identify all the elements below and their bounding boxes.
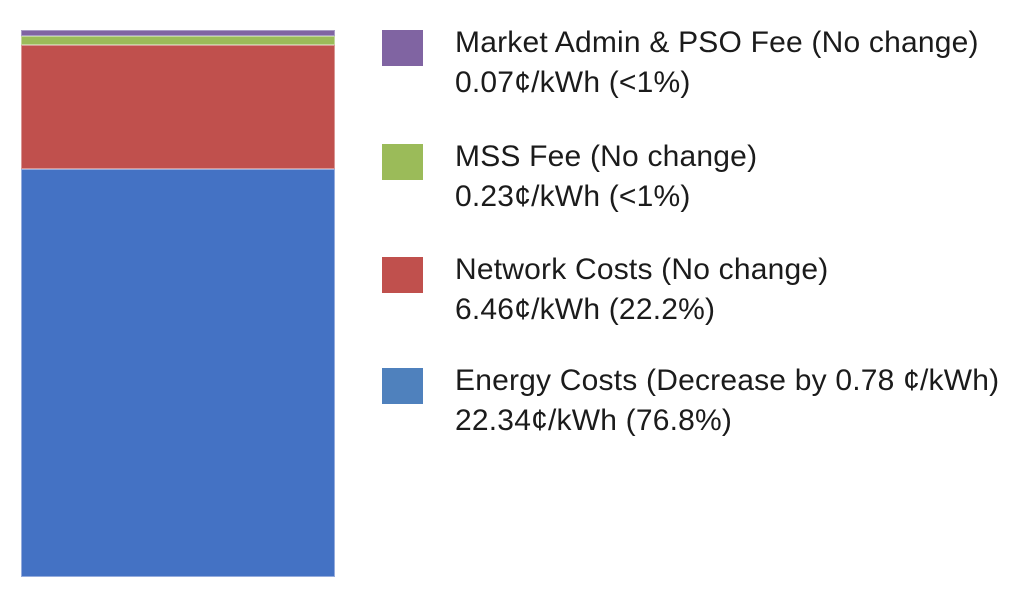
legend-swatch-network-costs [382,257,423,293]
legend-text-block: MSS Fee (No change) 0.23¢/kWh (<1%) [455,137,757,217]
legend-swatch-mss-fee [382,144,423,180]
legend-text-block: Network Costs (No change) 6.46¢/kWh (22.… [455,250,828,330]
legend-value: 0.23¢/kWh (<1%) [455,180,691,213]
legend-item-network-costs: Network Costs (No change) 6.46¢/kWh (22.… [382,253,828,330]
legend-label: Market Admin & PSO Fee (No change) [455,26,979,59]
legend-value: 6.46¢/kWh (22.2%) [455,293,716,326]
bar-segment-market-admin-pso-fee [21,30,335,36]
stacked-bar [21,30,335,577]
legend-text-block: Market Admin & PSO Fee (No change) 0.07¢… [455,23,979,103]
bar-segment-network-costs [21,45,335,169]
legend-value: 0.07¢/kWh (<1%) [455,66,691,99]
bar-segment-energy-costs [21,169,335,577]
legend-item-mss-fee: MSS Fee (No change) 0.23¢/kWh (<1%) [382,140,757,217]
legend-item-energy-costs: Energy Costs (Decrease by 0.78 ¢/kWh) 22… [382,364,999,441]
legend-label: Energy Costs (Decrease by 0.78 ¢/kWh) [455,364,1000,397]
legend-value: 22.34¢/kWh (76.8%) [455,404,733,437]
legend-text-block: Energy Costs (Decrease by 0.78 ¢/kWh) 22… [455,361,999,441]
legend-label: MSS Fee (No change) [455,140,758,173]
bar-segment-mss-fee [21,36,335,45]
legend-swatch-market-admin-pso-fee [382,30,423,66]
legend-item-market-admin-pso-fee: Market Admin & PSO Fee (No change) 0.07¢… [382,26,979,103]
legend-swatch-energy-costs [382,368,423,404]
legend-label: Network Costs (No change) [455,253,829,286]
